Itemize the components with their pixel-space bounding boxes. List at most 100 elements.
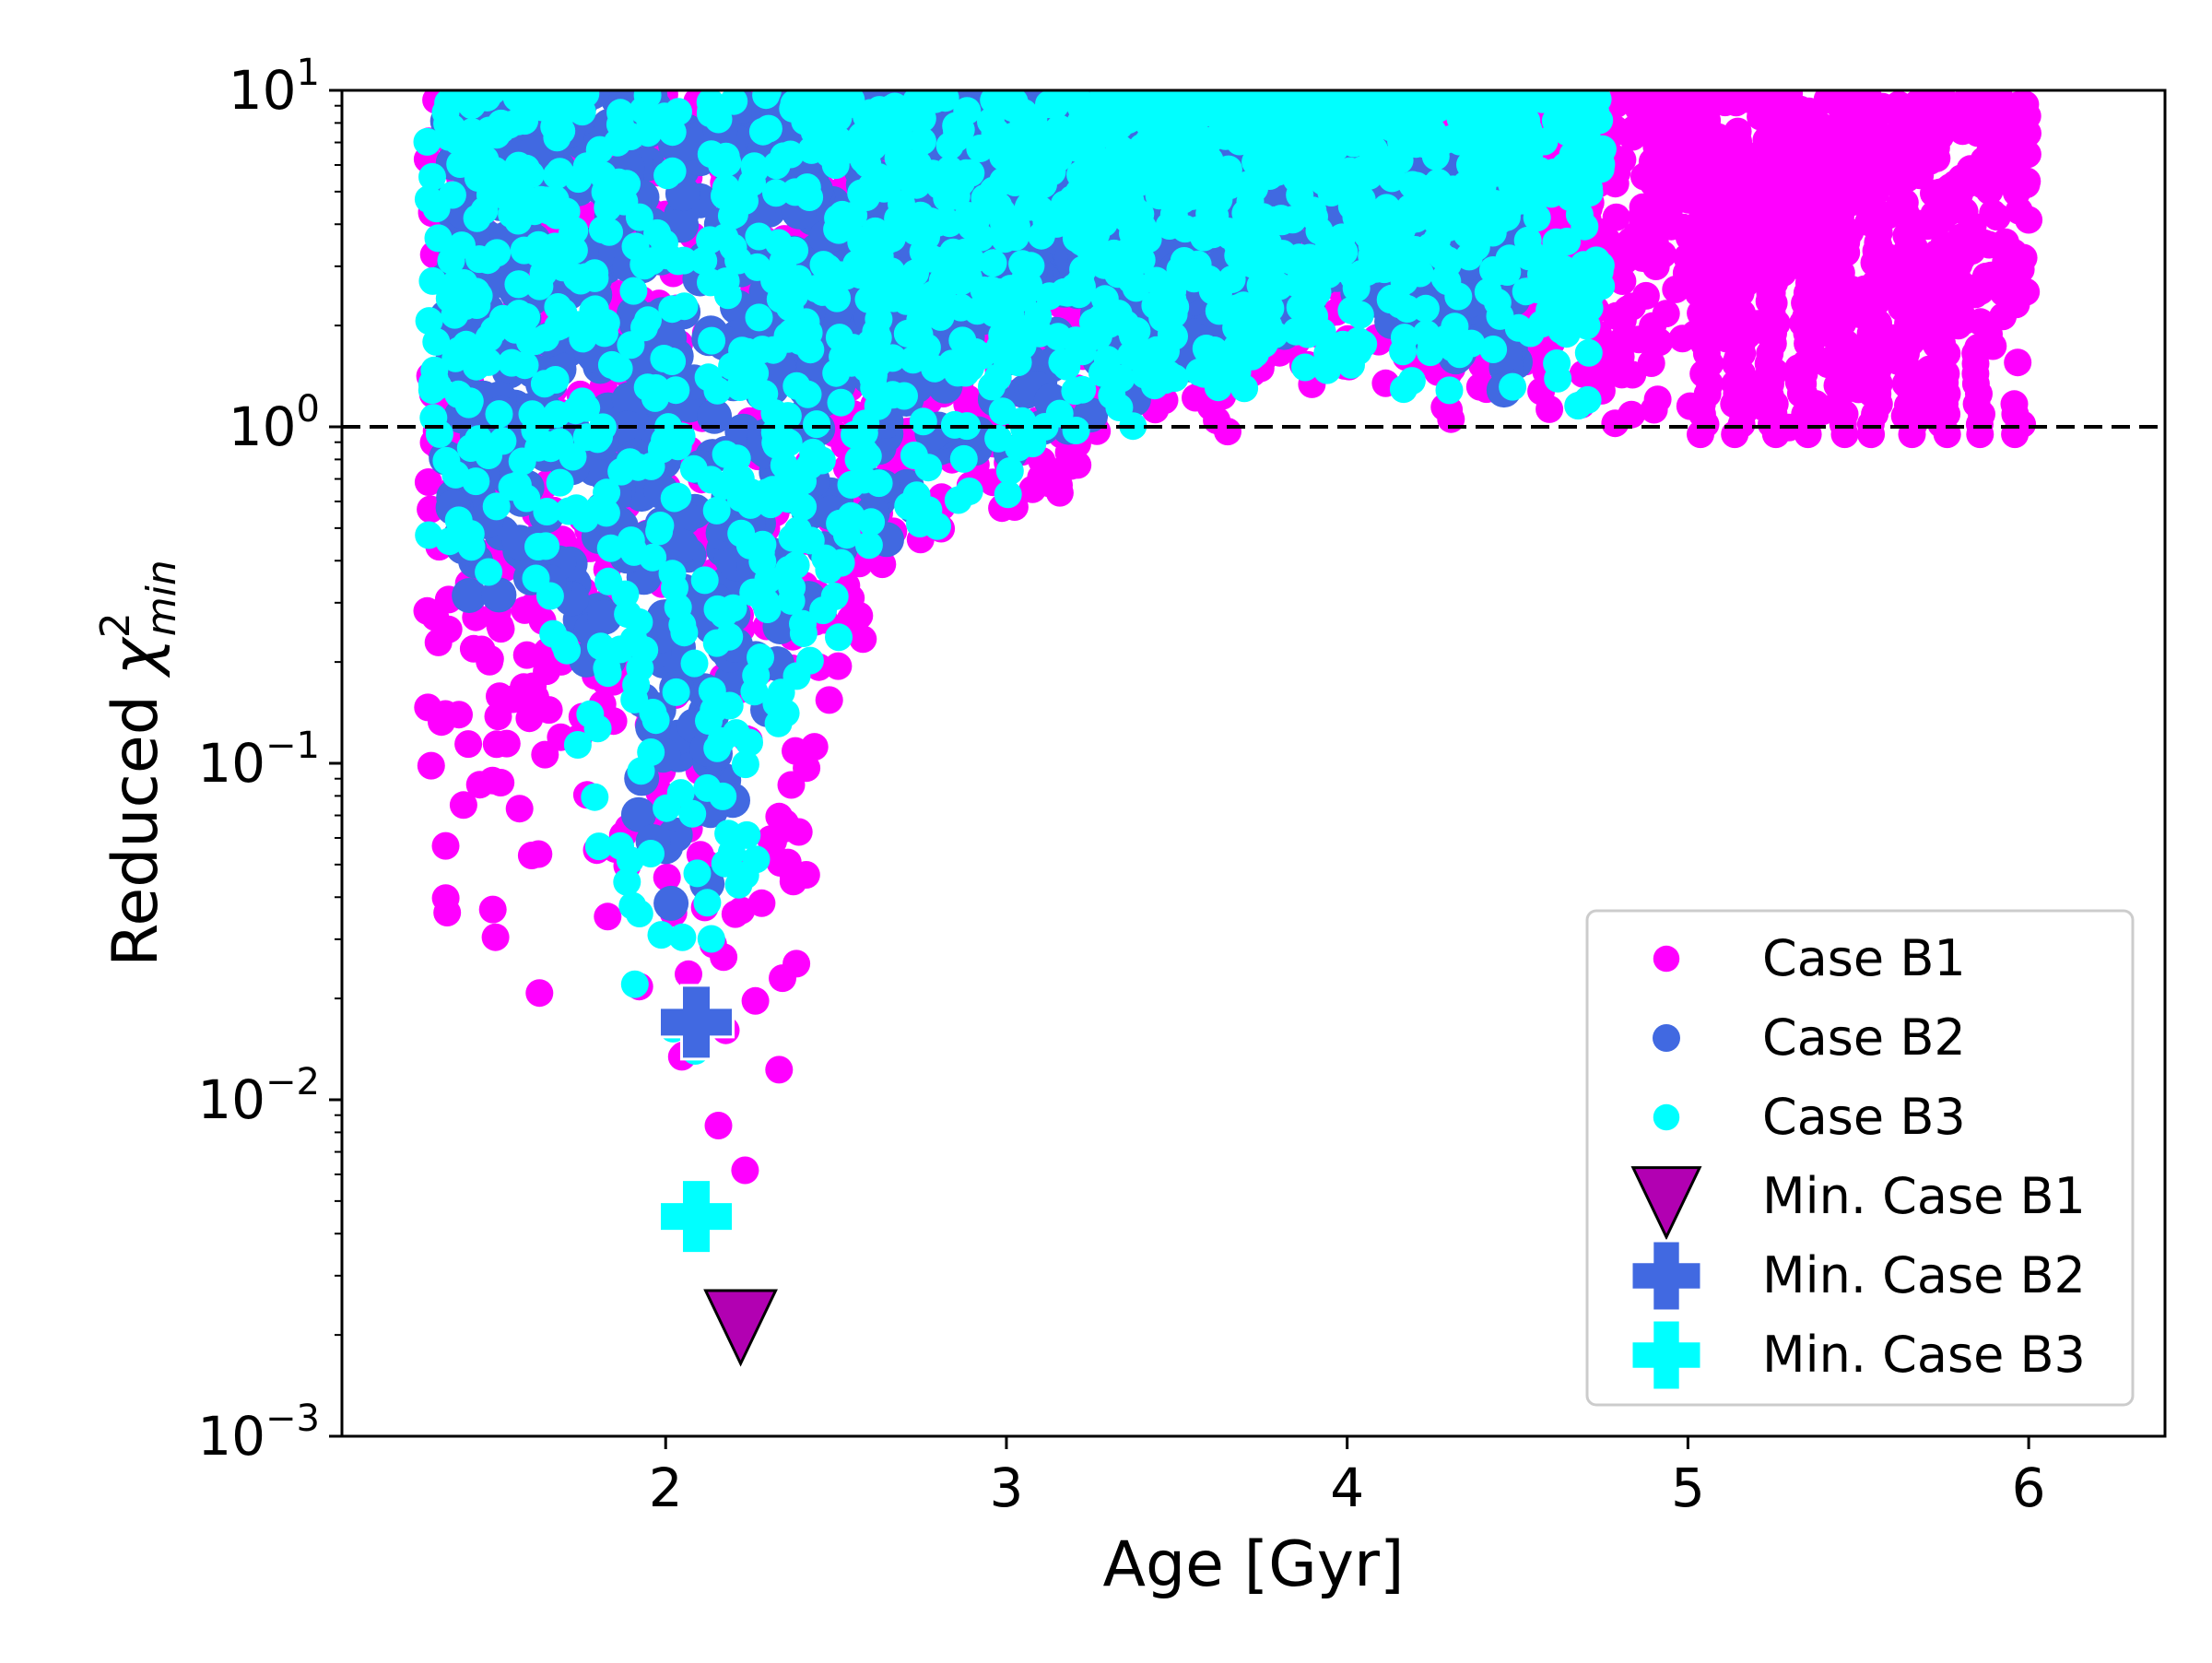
data-point xyxy=(1929,113,1958,142)
data-point xyxy=(980,90,1008,114)
data-point xyxy=(703,376,732,405)
data-point xyxy=(653,863,681,891)
data-point xyxy=(435,527,464,556)
data-point xyxy=(465,245,494,274)
data-point xyxy=(503,471,532,500)
data-point xyxy=(543,161,571,190)
data-point xyxy=(717,202,746,230)
data-point xyxy=(487,769,515,796)
data-point xyxy=(1160,322,1188,350)
data-point xyxy=(502,90,531,112)
data-point xyxy=(563,731,592,759)
data-point xyxy=(702,496,731,525)
data-point xyxy=(1574,338,1603,367)
data-point xyxy=(639,699,667,726)
data-point xyxy=(878,344,907,372)
data-point xyxy=(2001,126,2029,154)
data-point xyxy=(1890,188,1919,217)
data-point xyxy=(2004,348,2032,377)
data-point xyxy=(765,1056,794,1084)
data-point xyxy=(478,895,507,924)
data-point xyxy=(1961,339,1990,368)
data-point xyxy=(921,354,949,383)
data-point xyxy=(781,236,809,265)
data-point xyxy=(2003,179,2030,206)
data-point xyxy=(653,885,689,921)
data-point xyxy=(594,902,622,931)
data-point xyxy=(1910,90,1938,105)
data-point xyxy=(1430,264,1459,292)
data-point xyxy=(1565,200,1594,229)
data-point xyxy=(1645,328,1674,357)
data-point xyxy=(454,730,483,759)
data-point xyxy=(803,410,831,439)
data-point xyxy=(664,482,692,511)
data-point xyxy=(668,923,697,951)
data-point xyxy=(988,397,1017,426)
data-point xyxy=(418,162,446,191)
data-point xyxy=(689,246,718,275)
data-point xyxy=(481,923,510,951)
data-point xyxy=(995,457,1024,485)
data-point xyxy=(906,306,935,335)
data-point xyxy=(991,225,1019,254)
data-point xyxy=(533,498,561,525)
data-point xyxy=(731,750,759,779)
data-point xyxy=(587,599,622,635)
data-point xyxy=(864,392,892,420)
data-point xyxy=(727,519,756,548)
data-point xyxy=(590,319,618,348)
data-point xyxy=(1825,117,1853,146)
data-point xyxy=(1018,475,1047,503)
data-point xyxy=(764,709,793,737)
data-point xyxy=(1445,340,1474,369)
data-point xyxy=(2012,277,2041,306)
data-point xyxy=(827,388,855,417)
data-point xyxy=(890,382,918,410)
data-point xyxy=(431,832,460,860)
data-point xyxy=(978,372,1006,401)
data-point xyxy=(1761,97,1790,125)
data-point xyxy=(637,840,665,867)
data-point xyxy=(675,960,702,988)
data-point xyxy=(825,623,853,652)
data-point xyxy=(1794,97,1823,125)
data-point xyxy=(1640,395,1668,424)
data-point xyxy=(942,182,971,210)
data-point xyxy=(560,217,589,245)
data-point xyxy=(849,625,877,654)
data-point xyxy=(444,380,473,408)
data-point xyxy=(1928,205,1957,233)
data-point xyxy=(524,840,553,868)
data-point xyxy=(1866,137,1894,166)
data-point xyxy=(1609,324,1638,353)
data-point xyxy=(704,1112,733,1139)
data-point xyxy=(613,170,641,198)
data-point xyxy=(979,249,1007,277)
data-point xyxy=(707,150,735,179)
data-point xyxy=(533,657,561,686)
data-point xyxy=(568,98,596,126)
data-point xyxy=(931,90,959,112)
data-point xyxy=(1646,134,1675,162)
data-point xyxy=(2011,90,2040,119)
data-point xyxy=(745,222,773,251)
data-point xyxy=(845,601,874,630)
data-point xyxy=(446,150,475,178)
data-point xyxy=(949,444,978,473)
data-point xyxy=(424,628,453,656)
data-point xyxy=(510,673,538,702)
data-point xyxy=(1535,395,1564,423)
data-point xyxy=(2000,390,2029,419)
data-point xyxy=(613,867,641,896)
data-point xyxy=(414,468,442,496)
data-point xyxy=(1629,244,1657,272)
data-point xyxy=(935,155,964,183)
data-point xyxy=(481,577,517,613)
data-point xyxy=(1932,258,1960,287)
data-point xyxy=(766,849,794,877)
data-point xyxy=(627,757,655,785)
data-point xyxy=(525,979,554,1008)
data-point xyxy=(771,808,799,837)
data-point xyxy=(662,678,690,706)
